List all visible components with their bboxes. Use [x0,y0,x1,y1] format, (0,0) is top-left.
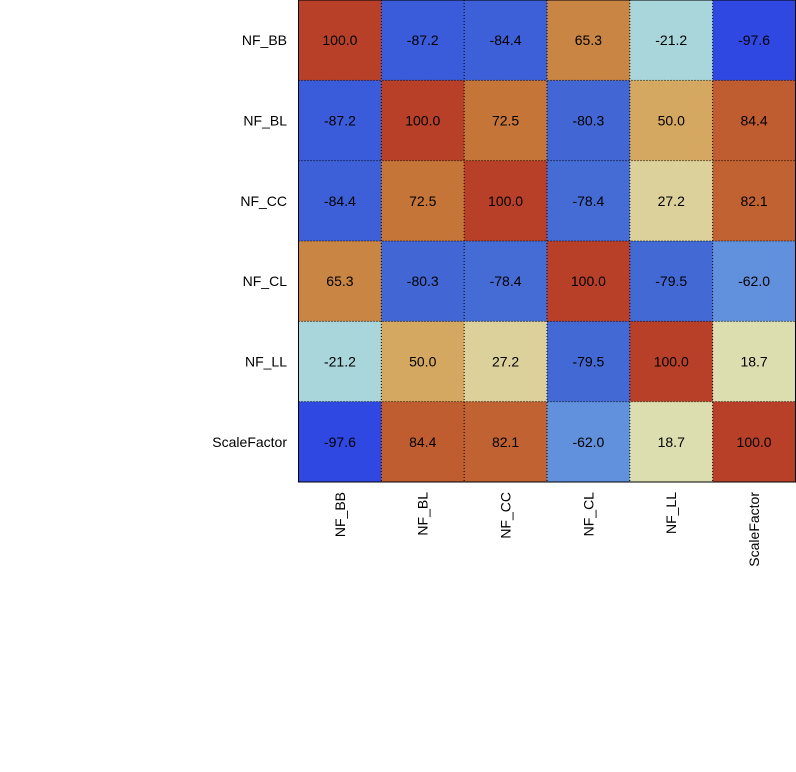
y-tick-label: ScaleFactor [212,434,287,450]
y-tick-label: NF_BL [243,112,287,128]
heatmap-cell [629,401,714,483]
x-tick-label: NF_BL [415,492,431,536]
cell-value-label: -80.3 [572,112,604,128]
y-tick-label: NF_LL [245,353,287,369]
heatmap-cell [464,160,548,242]
heatmap-cell [464,240,548,322]
heatmap-cell [381,321,465,403]
heatmap-cell [712,0,796,81]
cell-value-label: -87.2 [407,32,439,48]
cell-value-label: 100.0 [654,353,689,369]
cell-value-label: -84.4 [490,32,522,48]
cell-value-label: -79.5 [655,273,687,289]
cell-value-label: 18.7 [658,434,685,450]
y-axis-tick-labels: NF_BB NF_BL NF_CC NF_CL NF_LL ScaleFactor [212,32,287,450]
y-tick-label: NF_CC [240,193,287,209]
cell-value-label: 84.4 [409,434,436,450]
cell-value-label: 100.0 [488,193,523,209]
cell-value-label: -21.2 [324,353,356,369]
cell-value-label: 27.2 [658,193,685,209]
heatmap-cell [381,240,465,322]
cell-value-label: -97.6 [738,32,770,48]
heatmap-cell [546,240,631,322]
heatmap-cell [629,80,714,162]
heatmap-cell [298,80,382,162]
x-tick-label: NF_CL [580,492,596,537]
cell-value-label: 84.4 [740,112,767,128]
cell-value-label: 65.3 [575,32,602,48]
heatmap-cell [546,0,631,81]
heatmap-cell [629,0,714,81]
heatmap-cell [298,401,382,483]
heatmap-cell [629,321,714,403]
cell-value-label: -97.6 [324,434,356,450]
y-tick-label: NF_BB [242,32,287,48]
heatmap-cell [712,401,796,483]
heatmap-cell [712,160,796,242]
heatmap-cell [381,80,465,162]
cell-value-label: -79.5 [572,353,604,369]
heatmap-cell [298,0,382,81]
x-tick-label: NF_LL [663,492,679,534]
x-tick-label: ScaleFactor [746,492,762,567]
heatmap-cell [381,160,465,242]
heatmap-cell [712,240,796,322]
heatmap-cell [298,321,382,403]
cell-value-label: 100.0 [737,434,772,450]
x-axis-tick-labels: NF_BB NF_BL NF_CC NF_CL NF_LL ScaleFactor [332,492,762,567]
heatmap-cell [381,401,465,483]
heatmap-cell [464,80,548,162]
cell-value-label: 72.5 [492,112,519,128]
heatmap-cell [464,0,548,81]
cell-value-label: -80.3 [407,273,439,289]
heatmap-cell [546,321,631,403]
heatmap-cell [712,80,796,162]
heatmap-cell [298,160,382,242]
heatmap-cell [381,0,465,81]
cell-value-label: -78.4 [572,193,604,209]
cell-value-label: -62.0 [572,434,604,450]
heatmap-cell [464,401,548,483]
cell-value-label: -87.2 [324,112,356,128]
cell-value-label: -84.4 [324,193,356,209]
cell-value-label: 27.2 [492,353,519,369]
cell-value-label: 50.0 [409,353,436,369]
cell-value-label: -78.4 [490,273,522,289]
heatmap-cell [546,401,631,483]
heatmap-grid [298,0,796,482]
cell-value-label: 100.0 [571,273,606,289]
x-tick-label: NF_CC [498,492,514,539]
y-tick-label: NF_CL [243,273,288,289]
cell-value-label: 100.0 [322,32,357,48]
cell-value-label: 65.3 [326,273,353,289]
heatmap-value-labels: 100.0 -87.2 -84.4 65.3 -21.2 -97.6 -87.2 100.0 7… [322,32,771,450]
cell-value-label: 82.1 [492,434,519,450]
heatmap-cell [464,321,548,403]
cell-value-label: 50.0 [658,112,685,128]
heatmap-cell [546,160,631,242]
heatmap-cells [298,0,796,483]
x-tick-label: NF_BB [332,492,348,537]
heatmap-cell [546,80,631,162]
heatmap-cell [629,240,714,322]
heatmap-cell [629,160,714,242]
cell-value-label: 18.7 [740,353,767,369]
heatmap-cell [712,321,796,403]
cell-value-label: 72.5 [409,193,436,209]
cell-value-label: -21.2 [655,32,687,48]
cell-value-label: 100.0 [405,112,440,128]
cell-value-label: -62.0 [738,273,770,289]
cell-value-label: 82.1 [740,193,767,209]
heatmap-cell [298,240,382,322]
